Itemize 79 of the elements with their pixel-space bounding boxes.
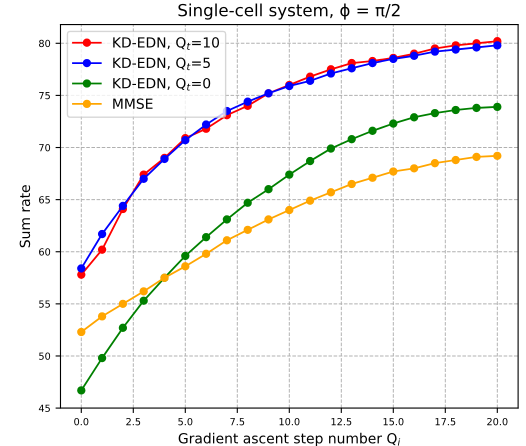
point — [181, 252, 190, 260]
x-tick-label: 20.0 — [487, 418, 508, 426]
point — [77, 328, 86, 336]
point — [326, 188, 336, 197]
point — [306, 196, 314, 205]
point — [348, 64, 356, 72]
point — [140, 174, 148, 183]
point — [202, 250, 210, 258]
point — [430, 108, 440, 118]
point — [98, 354, 106, 362]
point — [140, 287, 148, 296]
point — [264, 215, 273, 224]
legend-label: KD-EDN, Q$_{t}$=0 — [113, 78, 210, 91]
point — [493, 152, 502, 160]
y-tick-label: 65 — [39, 196, 50, 204]
point — [77, 264, 86, 273]
y-tick-label: 60 — [39, 248, 50, 256]
point — [368, 174, 377, 182]
point — [430, 47, 440, 56]
legend-label: KD-EDN, Q$_{t}$=5 — [113, 58, 210, 70]
point — [98, 312, 106, 321]
y-tick-label: 50 — [39, 352, 50, 360]
point — [244, 226, 252, 234]
x-axis-title: Gradient ascent step number Q$_{i}$ — [178, 432, 400, 446]
point — [493, 41, 502, 50]
point — [222, 215, 232, 224]
point — [493, 102, 502, 112]
point — [326, 69, 336, 78]
point — [118, 202, 128, 210]
y-tick-label: 45 — [38, 404, 50, 412]
point — [264, 185, 273, 194]
y-tick-label: 80 — [39, 40, 50, 48]
point — [202, 232, 210, 242]
point — [472, 43, 481, 52]
point — [285, 170, 294, 179]
x-tick-label: 7.5 — [230, 418, 244, 426]
x-tick-label: 5.0 — [178, 418, 192, 426]
x-tick-label: 0.0 — [74, 418, 88, 426]
point — [410, 164, 418, 173]
point — [430, 158, 440, 168]
point — [140, 296, 148, 305]
x-tick-label: 2.5 — [126, 418, 140, 426]
point — [222, 236, 232, 244]
point — [452, 156, 460, 164]
point — [389, 167, 398, 176]
point — [181, 262, 190, 271]
point — [472, 152, 481, 162]
point — [389, 119, 398, 128]
point — [244, 198, 252, 207]
point — [285, 206, 294, 214]
y-tick-label: 55 — [39, 300, 50, 308]
x-tick-label: 17.5 — [436, 418, 456, 426]
x-tick-label: 15.0 — [384, 418, 404, 426]
point — [410, 113, 418, 122]
point — [98, 245, 106, 254]
point — [452, 45, 460, 54]
point — [181, 136, 190, 144]
chart-title: Single-cell system, ϕ = π/2 — [178, 4, 400, 20]
y-tick-label: 75 — [39, 92, 50, 100]
point — [202, 120, 210, 129]
point — [452, 106, 460, 114]
point — [348, 180, 356, 188]
x-tick-label: 12.5 — [332, 418, 352, 426]
point — [244, 97, 252, 106]
point — [77, 386, 86, 395]
point — [306, 76, 314, 85]
point — [118, 324, 128, 332]
point — [368, 126, 377, 136]
point — [472, 104, 481, 112]
point — [348, 135, 356, 144]
y-tick-label: 70 — [39, 144, 50, 152]
legend-label: MMSE — [113, 98, 153, 109]
x-tick-label: 10.0 — [280, 418, 300, 426]
point — [98, 230, 106, 238]
y-axis-title: Sum rate — [20, 185, 30, 248]
point — [118, 300, 128, 308]
legend-label: KD-EDN, Q$_{t}$=10 — [113, 37, 220, 50]
point — [326, 144, 336, 153]
point — [306, 156, 314, 166]
